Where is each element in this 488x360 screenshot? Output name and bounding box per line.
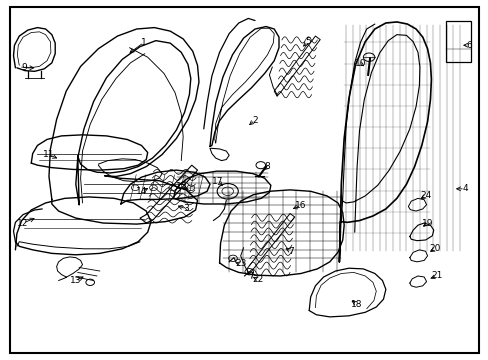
Text: 9: 9 [21, 63, 27, 72]
Text: 15: 15 [175, 182, 186, 191]
Text: 7: 7 [288, 247, 294, 256]
Text: 19: 19 [421, 219, 432, 228]
Text: 14: 14 [136, 187, 147, 196]
Text: 11: 11 [43, 150, 55, 159]
Text: 24: 24 [419, 192, 430, 201]
Text: 1: 1 [141, 38, 146, 47]
Text: 10: 10 [354, 59, 366, 68]
Text: 16: 16 [295, 201, 306, 210]
Bar [445, 21, 470, 62]
Text: 21: 21 [430, 271, 442, 280]
Text: 5: 5 [304, 37, 310, 46]
Text: 17: 17 [212, 177, 224, 186]
Text: 2: 2 [252, 116, 257, 125]
Text: 6: 6 [465, 41, 471, 50]
Circle shape [228, 255, 237, 261]
Text: 23: 23 [235, 260, 246, 269]
Circle shape [217, 184, 238, 199]
Text: 8: 8 [264, 162, 270, 171]
Text: 4: 4 [461, 184, 467, 193]
Text: 18: 18 [351, 300, 362, 309]
Text: 3: 3 [183, 204, 188, 213]
Circle shape [86, 279, 94, 285]
Circle shape [256, 162, 265, 169]
Circle shape [363, 53, 374, 62]
Text: 13: 13 [70, 276, 81, 285]
Text: 12: 12 [18, 219, 29, 228]
Text: 20: 20 [428, 244, 440, 253]
Circle shape [244, 269, 253, 275]
Text: 22: 22 [252, 275, 263, 284]
